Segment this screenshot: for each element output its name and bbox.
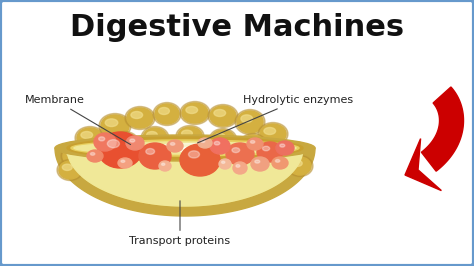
Text: Transport proteins: Transport proteins <box>129 201 230 246</box>
Ellipse shape <box>113 133 137 153</box>
Ellipse shape <box>167 140 183 152</box>
Ellipse shape <box>146 148 155 154</box>
Ellipse shape <box>186 106 198 114</box>
Ellipse shape <box>250 140 255 143</box>
Ellipse shape <box>146 131 157 139</box>
Ellipse shape <box>232 148 240 153</box>
Ellipse shape <box>67 137 303 159</box>
Ellipse shape <box>228 158 237 164</box>
Ellipse shape <box>159 107 169 114</box>
Ellipse shape <box>289 157 311 175</box>
Ellipse shape <box>198 155 207 160</box>
Ellipse shape <box>87 150 103 162</box>
Ellipse shape <box>170 143 175 145</box>
Ellipse shape <box>127 152 153 172</box>
Ellipse shape <box>226 143 254 165</box>
Text: Digestive Machines: Digestive Machines <box>70 14 404 43</box>
Ellipse shape <box>129 153 151 171</box>
Ellipse shape <box>210 106 236 126</box>
Ellipse shape <box>241 115 253 123</box>
Ellipse shape <box>239 134 267 156</box>
Ellipse shape <box>91 152 95 155</box>
Polygon shape <box>405 139 441 191</box>
Ellipse shape <box>292 160 302 167</box>
Ellipse shape <box>176 126 204 147</box>
Ellipse shape <box>81 131 92 139</box>
Ellipse shape <box>266 142 294 164</box>
Ellipse shape <box>132 156 142 163</box>
Ellipse shape <box>209 128 237 152</box>
Ellipse shape <box>98 132 142 168</box>
Ellipse shape <box>87 140 113 160</box>
Ellipse shape <box>189 151 200 158</box>
Ellipse shape <box>121 160 125 162</box>
Ellipse shape <box>62 164 72 171</box>
Ellipse shape <box>208 105 238 127</box>
Ellipse shape <box>165 150 185 166</box>
Ellipse shape <box>241 135 265 155</box>
Ellipse shape <box>155 104 179 124</box>
Ellipse shape <box>237 111 263 133</box>
Ellipse shape <box>97 156 123 177</box>
Ellipse shape <box>257 164 267 171</box>
Ellipse shape <box>221 161 225 163</box>
Ellipse shape <box>117 136 128 143</box>
Ellipse shape <box>130 139 135 142</box>
Ellipse shape <box>268 143 292 163</box>
Ellipse shape <box>182 103 208 123</box>
Ellipse shape <box>233 162 247 174</box>
Ellipse shape <box>195 152 215 168</box>
Ellipse shape <box>263 146 270 151</box>
Ellipse shape <box>214 142 220 145</box>
Ellipse shape <box>91 143 102 151</box>
Ellipse shape <box>210 138 230 154</box>
Ellipse shape <box>163 148 187 168</box>
Ellipse shape <box>131 111 143 118</box>
Ellipse shape <box>153 102 181 126</box>
Ellipse shape <box>63 146 87 166</box>
Ellipse shape <box>141 127 169 149</box>
Ellipse shape <box>275 160 280 162</box>
Ellipse shape <box>272 147 283 153</box>
Ellipse shape <box>77 128 103 148</box>
Ellipse shape <box>224 155 246 173</box>
Text: Membrane: Membrane <box>25 95 131 145</box>
Ellipse shape <box>247 138 263 150</box>
Ellipse shape <box>178 127 202 145</box>
Ellipse shape <box>215 134 226 140</box>
Ellipse shape <box>257 142 283 162</box>
Ellipse shape <box>101 115 129 137</box>
Ellipse shape <box>260 124 286 144</box>
Ellipse shape <box>139 143 171 169</box>
Ellipse shape <box>59 161 81 179</box>
Ellipse shape <box>214 110 226 117</box>
Ellipse shape <box>111 131 139 155</box>
Ellipse shape <box>75 127 105 149</box>
Ellipse shape <box>252 160 278 181</box>
Ellipse shape <box>99 157 121 175</box>
Ellipse shape <box>236 165 240 167</box>
Ellipse shape <box>143 128 167 148</box>
Ellipse shape <box>102 160 112 167</box>
Ellipse shape <box>159 161 171 171</box>
Ellipse shape <box>254 161 276 179</box>
Ellipse shape <box>211 130 235 150</box>
Ellipse shape <box>160 143 230 148</box>
Ellipse shape <box>94 133 116 151</box>
Polygon shape <box>67 148 303 206</box>
Ellipse shape <box>255 160 260 163</box>
Ellipse shape <box>180 144 220 176</box>
Ellipse shape <box>180 102 210 124</box>
Ellipse shape <box>99 114 131 139</box>
Polygon shape <box>55 148 315 216</box>
Ellipse shape <box>57 160 83 181</box>
Ellipse shape <box>55 135 315 161</box>
Ellipse shape <box>107 140 119 148</box>
Ellipse shape <box>245 139 255 146</box>
Ellipse shape <box>264 127 275 135</box>
Ellipse shape <box>74 142 296 154</box>
Ellipse shape <box>61 144 89 168</box>
Ellipse shape <box>280 144 285 147</box>
Ellipse shape <box>177 147 233 153</box>
